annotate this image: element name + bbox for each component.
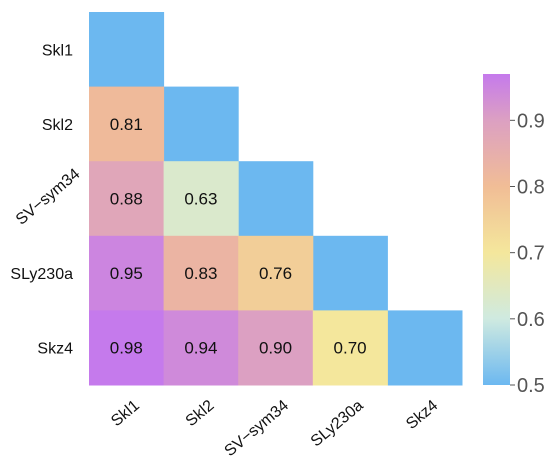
heatmap-cell: [89, 235, 165, 311]
heatmap-cell-label: 0.81: [110, 115, 143, 134]
colorbar-tick-label: 0.5: [517, 375, 545, 397]
x-tick-label: Skl1: [108, 397, 143, 430]
colorbar-gradient: [483, 74, 510, 385]
colorbar: 0.5 0.6 0.7 0.8 0.9: [483, 74, 545, 397]
heatmap-cell-label: 0.98: [110, 339, 143, 358]
heatmap-cell-label: 0.70: [334, 339, 367, 358]
heatmap-cell-diagonal: [163, 86, 239, 162]
heatmap-cell: [89, 161, 165, 237]
heatmap-cell-label: 0.76: [259, 264, 292, 283]
heatmap-cell: [238, 310, 314, 386]
colorbar-tick-label: 0.8: [517, 176, 545, 198]
heatmap-cells: [89, 12, 463, 386]
heatmap-cell-label: 0.63: [184, 190, 217, 209]
x-tick-label: Skz4: [403, 397, 441, 433]
x-axis-tick-labels: Skl1 Skl2 SV−sym34 SLy230a Skz4: [108, 397, 441, 460]
colorbar-tick-label: 0.9: [517, 110, 545, 132]
heatmap-cell: [163, 161, 239, 237]
heatmap-cell: [163, 235, 239, 311]
heatmap-cell: [312, 310, 388, 386]
x-tick-label: SV−sym34: [222, 397, 293, 460]
y-tick-label: SV−sym34: [13, 165, 84, 228]
y-tick-label: Skl2: [42, 117, 73, 134]
y-axis-tick-labels: Skl1 Skl2 SV−sym34 SLy230a Skz4: [10, 42, 83, 357]
y-tick-label: Skl1: [42, 42, 73, 59]
heatmap-cell-label: 0.90: [259, 339, 292, 358]
y-tick-label: Skz4: [37, 341, 73, 358]
heatmap-cell-diagonal: [89, 12, 165, 88]
heatmap-cell-diagonal: [312, 235, 388, 311]
heatmap-cell-label: 0.83: [184, 264, 217, 283]
heatmap-cell-label: 0.88: [110, 190, 143, 209]
heatmap-cell: [238, 235, 314, 311]
y-tick-label: SLy230a: [10, 266, 73, 283]
colorbar-tick-label: 0.7: [517, 243, 545, 265]
x-tick-label: Skl2: [183, 397, 218, 430]
heatmap-cell: [89, 86, 165, 162]
colorbar-tick-label: 0.6: [517, 309, 545, 331]
heatmap-cell-label: 0.95: [110, 264, 143, 283]
heatmap-cell: [89, 310, 165, 386]
heatmap-cell-diagonal: [238, 161, 314, 237]
heatmap-cell: [163, 310, 239, 386]
x-tick-label: SLy230a: [308, 397, 367, 450]
heatmap-value-labels: 0.81 0.88 0.63 0.95 0.83 0.76 0.98 0.94 0.90 0.70: [110, 115, 367, 358]
heatmap-cell-label: 0.94: [184, 339, 217, 358]
heatmap-cell-diagonal: [387, 310, 463, 386]
